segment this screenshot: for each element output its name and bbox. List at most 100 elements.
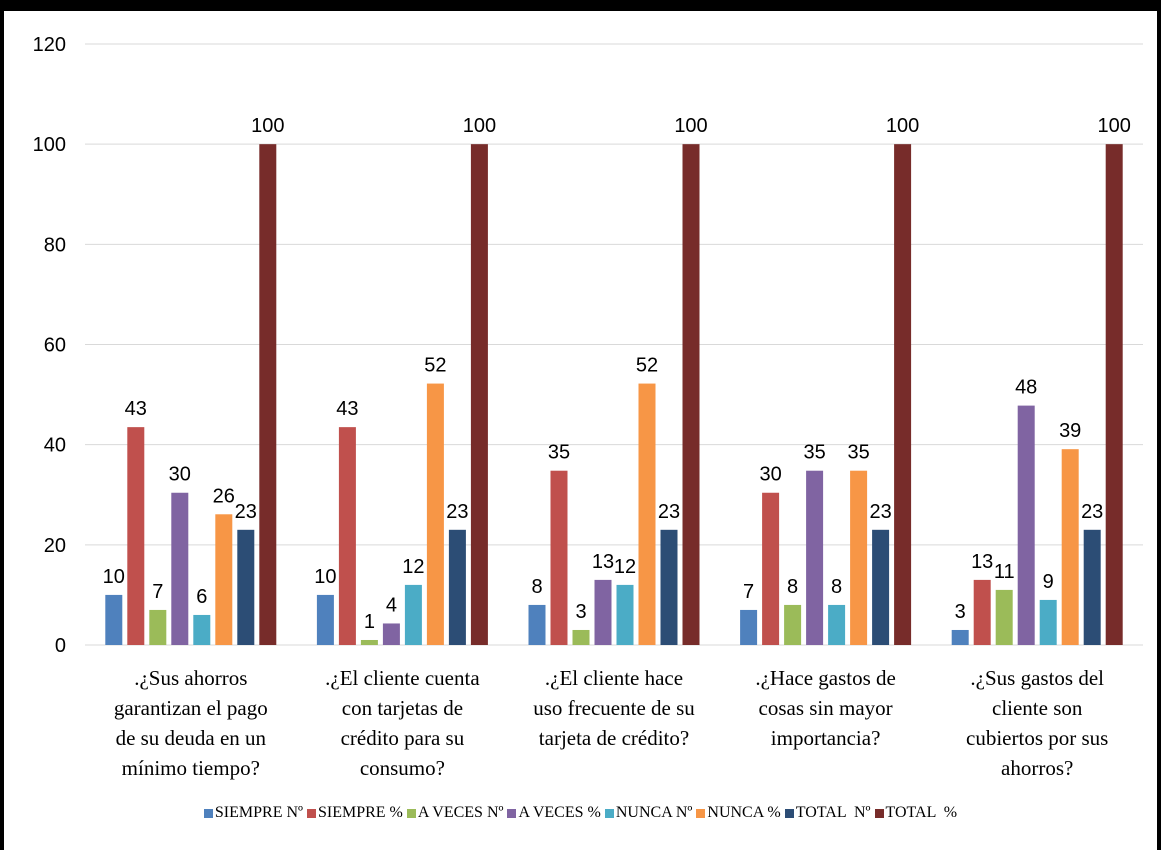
bar [1105,144,1123,645]
bar [616,584,634,645]
legend-item: NUNCA Nº [604,804,693,822]
data-label: 30 [759,464,781,486]
category-label: garantizan el pago [114,696,268,720]
bar [660,529,678,645]
legend-swatch [306,808,316,818]
data-label: 7 [152,581,163,603]
bar [828,604,846,645]
bar [1017,405,1035,645]
bar [740,609,758,645]
category-label: con tarjetas de [342,696,463,720]
legend-swatch [784,808,794,818]
data-label: 6 [196,586,207,608]
category-label: .¿Sus gastos del [970,666,1104,690]
bar [572,629,590,645]
data-label: 12 [402,556,424,578]
bar [850,470,868,645]
bar [1083,529,1101,645]
bar [149,609,167,645]
y-tick-label: 80 [44,234,66,256]
legend-label: TOTAL % [885,804,958,821]
legend-label: A VECES Nº [417,804,504,821]
y-axis-tick-labels: 0 20 40 60 80 100 120 [33,34,66,657]
bar [360,639,378,645]
legend-item: SIEMPRE % [306,804,403,822]
category-label: ahorros? [1001,756,1073,780]
data-label: 7 [743,581,754,603]
data-label: 26 [213,485,235,507]
data-label: 43 [125,398,147,420]
bar [193,614,211,645]
category-label: .¿El cliente hace [545,666,683,690]
legend-swatch [696,808,706,818]
data-label: 35 [803,442,825,464]
data-label: 100 [886,115,919,137]
data-label: 8 [531,576,542,598]
data-label: 23 [446,501,468,523]
y-tick-label: 40 [44,435,66,457]
legend-label: NUNCA Nº [615,804,693,821]
data-label: 4 [386,594,397,616]
category-label: importancia? [771,726,881,750]
data-label: 10 [103,566,125,588]
data-label: 35 [548,442,570,464]
bar [404,584,422,645]
bar [259,144,277,645]
category-label: uso frecuente de su [533,696,695,720]
bar [1039,599,1057,645]
bar [1061,449,1079,645]
bar [171,492,189,645]
bar [995,589,1013,645]
bar [470,144,488,645]
category-label: .¿El cliente cuenta [325,666,480,690]
bar [426,383,444,645]
legend-label: SIEMPRE Nº [214,804,303,821]
category-labels: .¿Sus ahorros garantizan el pago de su deu… [114,666,1109,780]
legend-swatch [604,808,614,818]
data-label: 100 [251,115,284,137]
bar [316,594,334,645]
legend-label: NUNCA % [707,804,781,821]
category-label: consumo? [360,756,445,780]
category-label: tarjeta de crédito? [539,726,689,750]
category-label: crédito para su [341,726,465,750]
bar [127,427,145,645]
data-label: 23 [869,501,891,523]
data-label: 3 [575,601,586,623]
data-label: 13 [592,551,614,573]
legend-label: A VECES % [518,804,601,821]
category-label: .¿Hace gastos de [755,666,896,690]
data-label: 3 [955,601,966,623]
legend-label: TOTAL Nº [795,804,871,821]
bar [105,594,123,645]
data-label: 23 [658,501,680,523]
legend-swatch [203,808,213,818]
category-label: de su deuda en un [116,726,267,750]
bar [872,529,890,645]
data-label: 13 [971,551,993,573]
data-label: 23 [235,501,257,523]
bar [338,427,356,645]
bar [237,529,255,645]
bars [105,144,1123,645]
legend-swatch [507,808,517,818]
legend-swatch [406,808,416,818]
bar [973,579,991,645]
data-label: 8 [787,576,798,598]
category-label: cosas sin mayor [759,696,893,720]
legend-item: A VECES Nº [406,804,504,822]
bar [382,623,400,645]
bar [448,529,466,645]
legend-label: SIEMPRE % [317,804,403,821]
data-label: 100 [674,115,707,137]
bar [550,470,568,645]
y-tick-label: 60 [44,335,66,357]
data-label: 35 [847,442,869,464]
data-label: 100 [463,115,496,137]
data-label: 10 [314,566,336,588]
y-tick-label: 120 [33,34,66,56]
data-label: 23 [1081,501,1103,523]
bar [594,579,612,645]
